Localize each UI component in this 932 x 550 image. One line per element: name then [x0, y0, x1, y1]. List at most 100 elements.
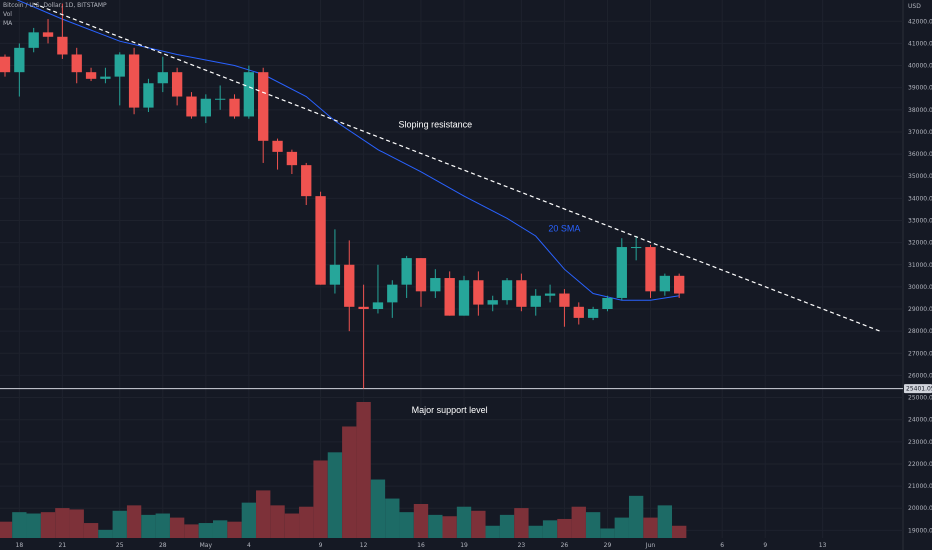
candle-body: [71, 54, 82, 73]
volume-bar: [413, 504, 429, 538]
sma-line: [16, 0, 680, 301]
candle: [358, 284, 369, 389]
volume-bar: [542, 520, 558, 538]
volume-bar: [428, 514, 443, 538]
candle-body: [215, 98, 226, 100]
x-tick-label: 21: [59, 542, 67, 549]
x-tick-label: 12: [360, 542, 368, 549]
candle-body: [559, 293, 570, 307]
candle: [645, 244, 656, 298]
candle-body: [329, 264, 341, 285]
candle-body: [430, 278, 441, 292]
volume-bar: [614, 517, 629, 538]
volume-bar: [600, 528, 615, 538]
time-axis[interactable]: 18 21 25 28 May 4 9 12 16 19 23 26 29 Jun 6 9 13: [16, 542, 827, 549]
candle-body: [401, 258, 412, 285]
volume-bar: [284, 513, 300, 538]
candle-body: [258, 72, 269, 141]
x-tick-label: 26: [561, 542, 569, 549]
candle-body: [358, 306, 369, 310]
y-tick-label: 27000.00: [908, 350, 932, 357]
candle: [458, 275, 470, 316]
candle-body: [372, 302, 384, 310]
candle: [473, 271, 484, 316]
candle-body: [458, 280, 470, 316]
candle-body: [128, 54, 140, 108]
x-tick-label: 4: [247, 542, 251, 549]
candle-body: [85, 72, 97, 79]
x-tick-label: 6: [720, 542, 724, 549]
y-tick-label: 21000.00: [908, 483, 932, 490]
volume-bar: [672, 525, 687, 538]
support-price-label: 25401.05: [906, 386, 932, 393]
y-tick-label: 41000.00: [908, 40, 932, 47]
y-tick-label: 26000.00: [908, 372, 932, 379]
candle: [573, 302, 584, 325]
x-tick-label: Jun: [645, 542, 656, 549]
y-tick-label: 33000.00: [908, 217, 932, 224]
volume-bar: [55, 508, 70, 538]
y-tick-label: 29000.00: [908, 306, 932, 313]
candle-body: [530, 295, 541, 307]
candles[interactable]: [0, 3, 685, 389]
volume-bar: [241, 502, 257, 538]
annotation-label: Sloping resistance: [399, 120, 473, 130]
volume-bar: [356, 402, 371, 538]
candle-body: [473, 280, 484, 305]
y-tick-label: 32000.00: [908, 240, 932, 247]
x-tick-label: 18: [16, 542, 24, 549]
x-tick-label: 9: [319, 542, 323, 549]
y-tick-label: 35000.00: [908, 173, 932, 180]
x-tick-label: 28: [159, 542, 167, 549]
price-axis[interactable]: USD 42000.00 41000.00 40000.00 39000.00 38000…: [904, 3, 932, 534]
candle: [200, 94, 211, 124]
candle: [430, 269, 441, 298]
volume-bar: [399, 512, 414, 538]
candle-body: [659, 275, 670, 292]
candle: [544, 284, 556, 303]
volume-bar: [212, 520, 228, 538]
candle: [215, 85, 226, 110]
candle: [100, 67, 111, 84]
volume-bar: [83, 523, 99, 538]
y-tick-label: 25000.00: [908, 395, 932, 402]
volume-bar: [499, 514, 515, 538]
volume-bar: [442, 516, 457, 538]
candle-body: [501, 280, 513, 301]
candle-body: [616, 247, 627, 298]
volume-bar: [485, 525, 500, 538]
candle-body: [0, 56, 11, 73]
volume-bar: [112, 510, 127, 538]
volume-bar: [198, 523, 213, 538]
x-tick-label: May: [200, 542, 213, 549]
candle-body: [415, 258, 427, 292]
x-tick-label: 13: [819, 542, 827, 549]
candle: [630, 235, 642, 261]
candle: [258, 67, 269, 163]
candle: [344, 240, 355, 332]
volume-bar: [514, 508, 529, 538]
x-tick-label: 23: [518, 542, 526, 549]
y-tick-label: 22000.00: [908, 461, 932, 468]
candle-body: [100, 76, 111, 79]
candle: [301, 162, 312, 205]
candle-body: [544, 293, 556, 296]
x-tick-label: 16: [417, 542, 425, 549]
candle: [85, 67, 97, 82]
candle: [616, 238, 627, 301]
candle: [42, 19, 54, 44]
volume-bar: [270, 505, 285, 538]
y-tick-label: 40000.00: [908, 63, 932, 70]
candle: [272, 138, 283, 170]
candle: [444, 271, 455, 316]
candle: [157, 56, 168, 93]
candle: [659, 273, 670, 296]
volume-bar: [299, 506, 314, 538]
volume-bar: [327, 452, 343, 538]
volume-bar: [657, 505, 673, 538]
volume-bar: [0, 521, 13, 538]
currency-label: USD: [908, 3, 921, 10]
candle: [143, 78, 154, 113]
candle: [516, 273, 527, 312]
